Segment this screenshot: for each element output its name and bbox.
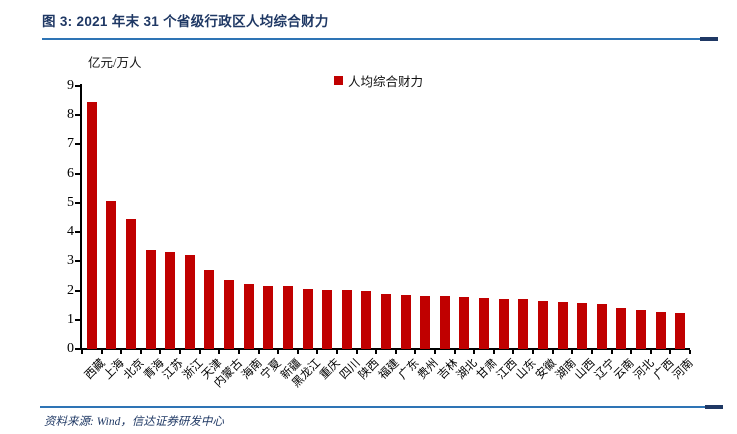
x-axis-tick xyxy=(590,350,593,354)
x-axis-tick xyxy=(355,350,358,354)
bar xyxy=(145,249,156,349)
figure-title: 图 3: 2021 年末 31 个省级行政区人均综合财力 xyxy=(42,14,329,29)
y-axis-tick xyxy=(75,289,81,292)
bar xyxy=(86,102,97,349)
x-axis-tick xyxy=(571,350,574,354)
bar xyxy=(106,201,117,349)
y-axis-tick-label: 7 xyxy=(67,136,74,152)
footer-rule-end-cap xyxy=(705,405,723,409)
bar xyxy=(675,313,686,349)
bar xyxy=(439,296,450,349)
x-axis-tick xyxy=(649,350,652,354)
y-axis-tick-label: 5 xyxy=(67,194,74,210)
bar xyxy=(204,269,215,349)
source-note: 资料来源: Wind，信达证券研发中心 xyxy=(44,416,224,428)
y-axis-tick-label: 2 xyxy=(67,282,74,298)
bar xyxy=(361,291,372,349)
bar xyxy=(537,301,548,349)
x-axis-tick xyxy=(198,350,201,354)
bar xyxy=(224,280,235,349)
bar xyxy=(184,254,195,349)
bar xyxy=(655,311,666,349)
x-axis-tick xyxy=(237,350,240,354)
x-axis-tick xyxy=(139,350,142,354)
x-axis-line xyxy=(80,348,690,350)
y-axis-tick xyxy=(75,114,81,117)
x-axis-tick xyxy=(414,350,417,354)
y-axis-tick-label: 1 xyxy=(67,311,74,327)
y-axis-tick-label: 4 xyxy=(67,224,74,240)
y-axis-tick xyxy=(75,260,81,263)
y-axis-line xyxy=(80,84,82,350)
x-axis-tick xyxy=(512,350,515,354)
bar xyxy=(577,302,588,349)
y-axis-tick xyxy=(75,231,81,234)
bar xyxy=(400,294,411,349)
x-axis-tick xyxy=(277,350,280,354)
x-axis-tick xyxy=(218,350,221,354)
y-axis-tick-label: 0 xyxy=(67,341,74,356)
x-axis-tick xyxy=(81,350,83,354)
bar xyxy=(165,251,176,349)
x-axis-tick xyxy=(394,350,397,354)
bar xyxy=(518,299,529,349)
bar xyxy=(381,293,391,349)
y-axis-tick xyxy=(75,201,81,204)
bar xyxy=(282,286,293,349)
bar xyxy=(616,307,627,349)
bar xyxy=(498,298,509,349)
bar xyxy=(420,295,431,349)
x-axis-tick xyxy=(473,350,476,354)
x-axis-tick xyxy=(257,350,260,354)
bar xyxy=(341,289,352,349)
y-axis-tick xyxy=(75,348,81,350)
chart-legend: 人均综合财力 xyxy=(334,71,423,90)
x-axis-tick xyxy=(434,350,437,354)
bar xyxy=(263,285,274,349)
bar xyxy=(322,289,333,349)
bar xyxy=(302,288,313,349)
x-axis-tick xyxy=(532,350,535,354)
legend-label: 人均综合财力 xyxy=(348,75,424,89)
bar xyxy=(126,218,137,349)
x-axis-tick xyxy=(669,350,672,354)
footer-rule xyxy=(40,405,723,409)
title-rule xyxy=(42,37,718,41)
x-axis-tick xyxy=(120,350,123,354)
title-rule-end-cap xyxy=(700,37,718,41)
x-axis-tick xyxy=(492,350,495,354)
bar xyxy=(459,296,470,349)
y-axis-tick-label: 8 xyxy=(67,107,74,123)
y-axis-tick-label: 3 xyxy=(67,253,74,269)
x-axis-tick xyxy=(296,350,299,354)
y-axis-tick-label: 6 xyxy=(67,165,74,181)
x-axis-label: 河南 xyxy=(671,357,696,382)
x-axis-tick xyxy=(335,350,338,354)
y-axis-tick xyxy=(75,172,81,175)
x-axis-tick xyxy=(375,350,378,354)
y-axis-unit-label: 亿元/万人 xyxy=(88,56,142,70)
x-axis-tick xyxy=(630,350,633,354)
x-axis-tick xyxy=(179,350,182,354)
y-axis-tick xyxy=(75,143,81,146)
bar xyxy=(557,302,568,349)
legend-swatch-icon xyxy=(334,76,343,85)
x-axis-tick xyxy=(100,350,103,354)
x-axis-tick xyxy=(551,350,554,354)
x-axis-tick xyxy=(610,350,613,354)
bar xyxy=(479,298,490,349)
x-axis-tick xyxy=(453,350,456,354)
y-axis-tick xyxy=(75,318,81,321)
y-axis-tick xyxy=(75,85,81,87)
y-axis-tick-label: 9 xyxy=(67,78,74,93)
x-axis-tick xyxy=(689,350,691,354)
x-axis-tick xyxy=(316,350,319,354)
bar xyxy=(635,310,646,349)
x-axis-tick xyxy=(159,350,162,354)
bar xyxy=(596,304,607,349)
bar xyxy=(243,284,254,349)
